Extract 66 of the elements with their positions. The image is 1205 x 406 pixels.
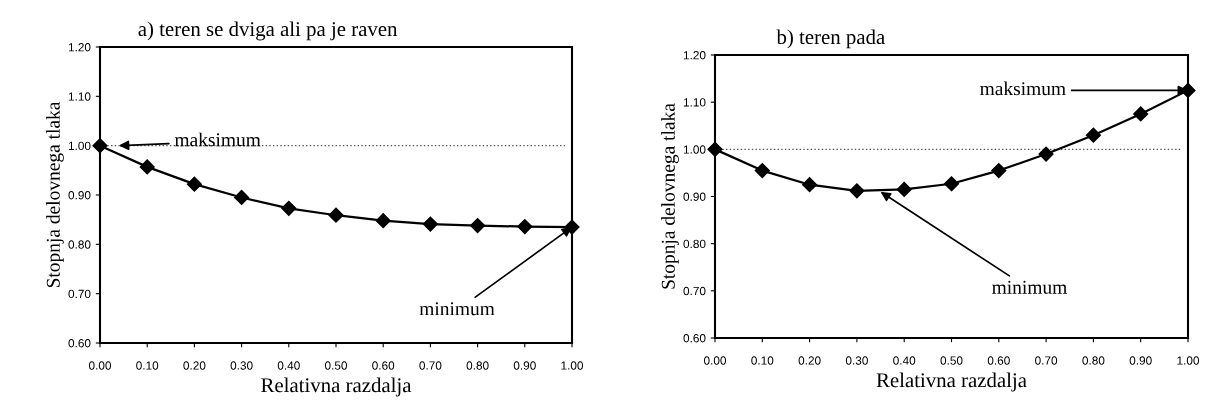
annotation: minimum: [419, 302, 495, 316]
x-tick-label: 0.90: [1129, 356, 1152, 365]
annotation: maksimum: [980, 81, 1066, 96]
x-tick-label: 0.60: [987, 356, 1010, 365]
x-axis-title: Relativna razdalja: [876, 372, 1027, 392]
point: [802, 177, 818, 193]
x-tick-label: 0.80: [1082, 356, 1105, 365]
x-tick-label: 0.00: [88, 361, 112, 370]
x-tick-label: 0.00: [703, 356, 727, 365]
x-tick-label: 0.20: [798, 356, 821, 365]
x-tick-label: 0.80: [466, 361, 489, 370]
point: [375, 213, 391, 229]
x-tick-label: 0.60: [372, 361, 395, 370]
y-tick-label: 0.60: [68, 339, 91, 348]
x-tick-label: 0.30: [845, 356, 868, 365]
point: [1038, 146, 1054, 162]
x-tick-label: 0.40: [893, 356, 916, 365]
point: [991, 162, 1007, 179]
x-tick-label: 0.90: [513, 361, 536, 370]
point: [92, 138, 108, 154]
x-tick-label: 0.50: [324, 361, 348, 370]
point: [1133, 106, 1149, 122]
x-tick-label: 0.40: [277, 361, 300, 370]
y-tick-label: 1.00: [683, 145, 706, 154]
y-tick-label: 1.20: [683, 51, 706, 60]
point: [328, 207, 344, 223]
point: [470, 218, 486, 234]
y-tick-label: 0.90: [683, 192, 706, 201]
x-axis-title: Relativna razdalja: [261, 377, 412, 397]
y-tick-label: 0.60: [683, 334, 706, 343]
x-tick-label: 0.50: [940, 356, 963, 365]
y-tick-label: 0.80: [68, 240, 91, 249]
annotation: maksimum: [174, 132, 261, 147]
point: [849, 183, 865, 199]
point: [517, 219, 533, 235]
x-tick-label: 0.70: [1035, 356, 1058, 365]
y-tick-label: 1.10: [683, 98, 706, 107]
x-tick-label: 0.70: [419, 361, 442, 370]
y-tick-label: 1.00: [68, 141, 91, 151]
x-tick-label: 1.00: [1177, 356, 1200, 365]
y-tick-label: 1.20: [68, 43, 91, 52]
y-axis-title: Stopnja delovnega tlaka: [661, 103, 679, 289]
point: [139, 159, 155, 175]
y-tick-label: 0.70: [683, 286, 706, 296]
x-tick-label: 0.10: [751, 356, 774, 365]
point: [1085, 127, 1101, 143]
y-tick-label: 0.90: [68, 191, 91, 200]
x-tick-label: 0.30: [230, 361, 253, 370]
point: [234, 189, 250, 206]
annotation: minimum: [992, 280, 1067, 294]
y-tick-label: 0.80: [683, 239, 706, 249]
point: [281, 200, 297, 216]
y-tick-label: 1.10: [68, 92, 91, 101]
point: [707, 141, 723, 157]
x-tick-label: 0.10: [136, 361, 159, 370]
chart-title: b) teren pada: [776, 29, 885, 49]
chart-title: a) teren se dviga ali pa je raven: [138, 21, 398, 41]
point: [422, 216, 438, 232]
point: [186, 176, 202, 192]
point: [896, 181, 912, 197]
y-axis-title: Stopnja delovnega tlaka: [46, 101, 64, 288]
y-tick-label: 0.70: [68, 289, 91, 299]
x-tick-label: 1.00: [561, 361, 584, 370]
point: [754, 162, 770, 179]
point: [943, 176, 960, 192]
x-tick-label: 0.20: [183, 361, 206, 370]
